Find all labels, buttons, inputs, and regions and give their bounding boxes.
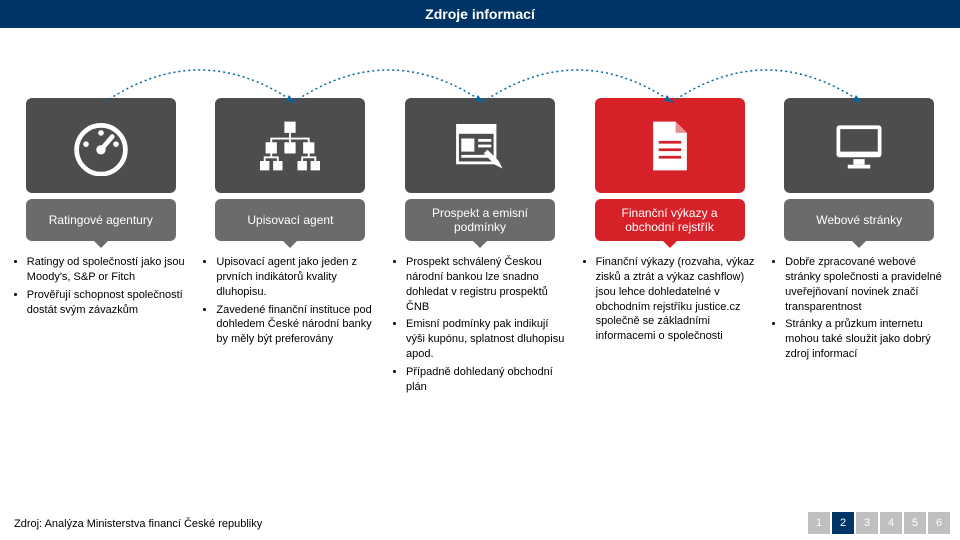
column-bullets-1: Upisovací agent jako jeden z prvních ind… — [200, 255, 380, 350]
document-icon — [595, 98, 745, 193]
pager-page-6[interactable]: 6 — [928, 512, 950, 534]
pager: 123456 — [808, 512, 950, 534]
bullet-item: Ratingy od společností jako jsou Moody's… — [27, 255, 187, 285]
monitor-icon — [784, 98, 934, 193]
column-4: Webové stránky Dobře zpracované webové st… — [769, 98, 949, 398]
column-title-4: Webové stránky — [784, 199, 934, 241]
column-bullets-2: Prospekt schválený Českou národní bankou… — [390, 255, 570, 398]
bullet-item: Případně dohledaný obchodní plán — [406, 365, 566, 395]
hierarchy-icon — [215, 98, 365, 193]
bullet-item: Prospekt schválený Českou národní bankou… — [406, 255, 566, 314]
bullet-item: Upisovací agent jako jeden z prvních ind… — [216, 255, 376, 300]
pager-page-5[interactable]: 5 — [904, 512, 926, 534]
column-0: Ratingové agentury Ratingy od společností… — [11, 98, 191, 398]
column-bullets-4: Dobře zpracované webové stránky společno… — [769, 255, 949, 365]
column-title-1: Upisovací agent — [215, 199, 365, 241]
bullet-item: Emisní podmínky pak indikují výši kupónu… — [406, 317, 566, 362]
bullet-item: Zavedené finanční instituce pod dohledem… — [216, 303, 376, 348]
pager-page-3[interactable]: 3 — [856, 512, 878, 534]
page-title: Zdroje informací — [0, 0, 960, 28]
column-title-2: Prospekt a emisní podmínky — [405, 199, 555, 241]
column-1: Upisovací agent Upisovací agent jako jede… — [200, 98, 380, 398]
bullet-item: Dobře zpracované webové stránky společno… — [785, 255, 945, 314]
pager-page-4[interactable]: 4 — [880, 512, 902, 534]
column-title-0: Ratingové agentury — [26, 199, 176, 241]
column-2: Prospekt a emisní podmínky Prospekt schvá… — [390, 98, 570, 398]
bullet-item: Prověřují schopnost společností dostát s… — [27, 288, 187, 318]
pager-page-2[interactable]: 2 — [832, 512, 854, 534]
page-title-text: Zdroje informací — [425, 6, 535, 22]
column-3: Finanční výkazy a obchodní rejstřík Finan… — [580, 98, 760, 398]
source-footer: Zdroj: Analýza Ministerstva financí Česk… — [14, 518, 262, 530]
columns-container: Ratingové agentury Ratingy od společností… — [0, 28, 960, 398]
form-icon — [405, 98, 555, 193]
bullet-item: Finanční výkazy (rozvaha, výkaz zisků a … — [596, 255, 756, 344]
dashboard-icon — [26, 98, 176, 193]
bullet-item: Stránky a průzkum internetu mohou také s… — [785, 317, 945, 362]
column-title-3: Finanční výkazy a obchodní rejstřík — [595, 199, 745, 241]
pager-page-1[interactable]: 1 — [808, 512, 830, 534]
column-bullets-0: Ratingy od společností jako jsou Moody's… — [11, 255, 191, 320]
column-bullets-3: Finanční výkazy (rozvaha, výkaz zisků a … — [580, 255, 760, 347]
